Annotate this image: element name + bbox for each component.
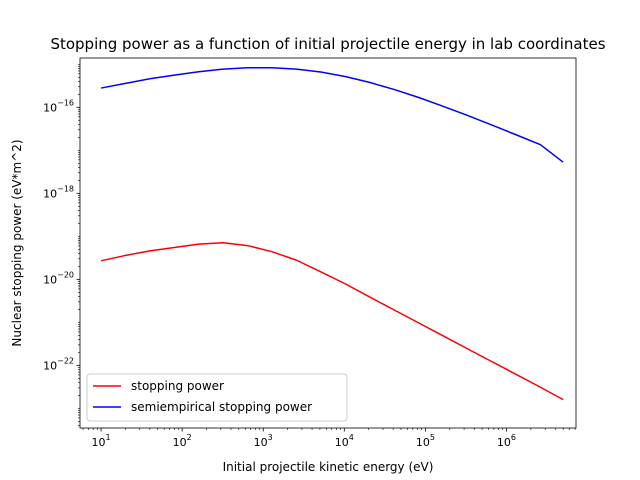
y-tick-label: 10−22 [43, 356, 74, 372]
x-axis-ticks: 101 102 103 104 105 106 [82, 428, 576, 449]
x-tick-label: 104 [335, 433, 354, 449]
y-axis-ticks: 10−16 10−18 10−20 10−22 [43, 63, 80, 426]
chart-title: Stopping power as a function of initial … [50, 35, 605, 53]
x-axis-label: Initial projectile kinetic energy (eV) [223, 460, 434, 474]
series-layer [100, 67, 564, 401]
legend: stopping power semiempirical stopping po… [86, 373, 348, 422]
legend-label-semiempirical-stopping-power: semiempirical stopping power [131, 400, 312, 414]
x-tick-label: 102 [173, 433, 192, 449]
x-tick-label: 101 [92, 433, 111, 449]
plot-area [79, 57, 577, 429]
x-tick-label: 106 [497, 433, 516, 449]
y-tick-label: 10−20 [43, 270, 74, 286]
legend-box [86, 373, 348, 422]
legend-label-stopping-power: stopping power [131, 379, 224, 393]
series-line-0 [100, 241, 564, 401]
y-tick-label: 10−18 [43, 184, 74, 200]
y-tick-label: 10−16 [43, 98, 74, 114]
x-tick-label: 103 [254, 433, 273, 449]
series-line-1 [100, 67, 564, 163]
y-axis-label: Nuclear stopping power (eV*m^2) [10, 139, 24, 346]
x-tick-label: 105 [416, 433, 435, 449]
